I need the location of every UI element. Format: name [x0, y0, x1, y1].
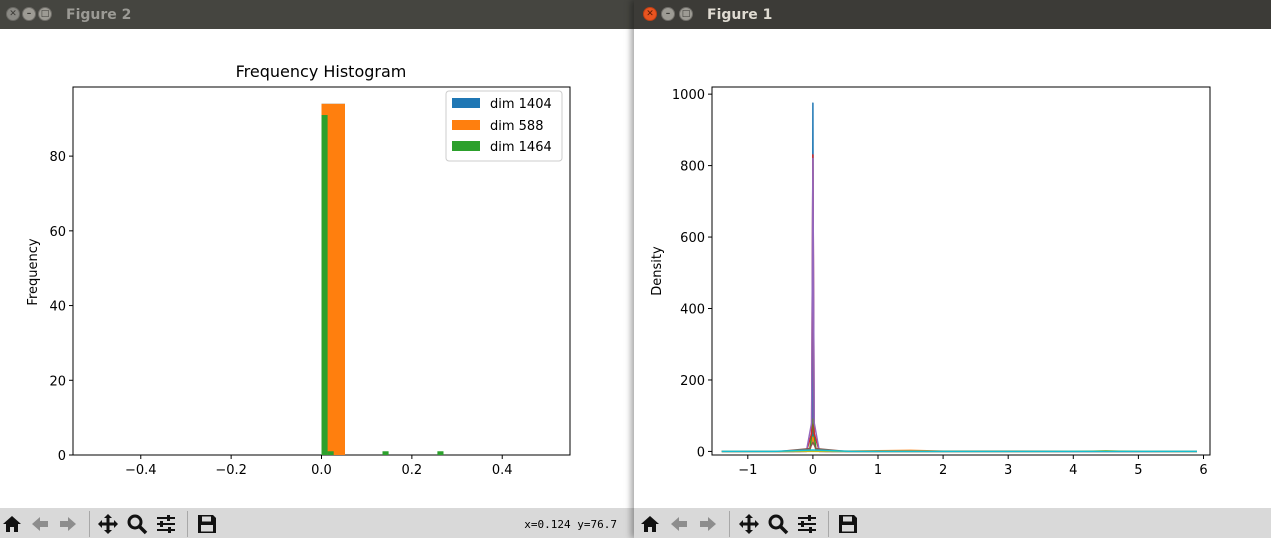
chart-title: Frequency Histogram [236, 62, 407, 81]
y-axis-label: Density [650, 246, 665, 296]
y-tick-label: 400 [680, 303, 705, 318]
back-icon[interactable] [28, 512, 52, 536]
save-icon[interactable] [836, 512, 860, 536]
toolbar-separator [89, 511, 90, 537]
save-icon[interactable] [195, 512, 219, 536]
x-tick-label: −0.2 [215, 463, 247, 478]
histogram-chart[interactable]: −0.4 −0.2 0.0 0.2 0.4 0 20 40 60 80 Frequency His… [0, 29, 634, 508]
x-tick-label: −0.4 [125, 463, 157, 478]
histogram-bar [437, 451, 444, 455]
configure-icon[interactable] [795, 512, 819, 536]
cursor-coordinates: x=0.124 y=76.7 [524, 518, 617, 531]
figure-1-titlebar[interactable]: ✕ – □ Figure 1 [634, 0, 1271, 29]
pan-icon[interactable] [96, 512, 120, 536]
figure-2-window: ✕ – □ Figure 2 −0.4 −0.2 0.0 0.2 0.4 0 20 40 60 8… [0, 0, 634, 538]
maximize-icon[interactable]: □ [38, 7, 52, 21]
y-tick-label: 40 [49, 300, 66, 315]
density-line [721, 449, 1197, 453]
legend-label: dim 1464 [490, 140, 552, 155]
x-tick-label: 0.4 [492, 463, 513, 478]
legend-label: dim 1404 [490, 97, 552, 112]
x-tick-label: 6 [1199, 463, 1207, 478]
back-icon[interactable] [667, 512, 691, 536]
density-chart[interactable]: −1 0 1 2 3 4 5 6 0 200 400 600 800 1000 Density [634, 29, 1271, 508]
x-tick-label: 3 [1004, 463, 1012, 478]
y-tick-label: 0 [697, 445, 705, 460]
y-tick-label: 0 [58, 449, 66, 464]
histogram-bar [327, 451, 334, 455]
x-tick-label: 0 [809, 463, 817, 478]
histogram-bar [321, 115, 328, 456]
home-icon[interactable] [638, 512, 662, 536]
navigation-toolbar: x=0.124 y=76.7 [0, 508, 634, 538]
y-tick-label: 800 [680, 160, 705, 175]
zoom-icon[interactable] [125, 512, 149, 536]
histogram-bar [382, 451, 389, 455]
legend-label: dim 588 [490, 119, 543, 134]
x-tick-label: 2 [939, 463, 947, 478]
minimize-icon[interactable]: – [661, 7, 675, 21]
window-title: Figure 2 [66, 7, 132, 23]
legend: dim 1404 dim 588 dim 1464 [445, 90, 563, 162]
x-tick-label: −1 [738, 463, 757, 478]
toolbar-separator [729, 511, 730, 537]
y-tick-label: 60 [49, 225, 66, 240]
figure-2-titlebar[interactable]: ✕ – □ Figure 2 [0, 0, 634, 29]
y-axis-label: Frequency [26, 238, 41, 305]
figure-1-window: ✕ – □ Figure 1 −1 0 1 2 3 4 5 6 0 200 400 600 800 100… [634, 0, 1271, 538]
x-tick-label: 5 [1134, 463, 1142, 478]
y-tick-label: 20 [49, 374, 66, 389]
zoom-icon[interactable] [766, 512, 790, 536]
y-tick-label: 80 [49, 150, 66, 165]
x-tick-label: 0.2 [402, 463, 423, 478]
pan-icon[interactable] [737, 512, 761, 536]
maximize-icon[interactable]: □ [679, 7, 693, 21]
toolbar-separator [187, 511, 188, 537]
legend-swatch [452, 141, 480, 151]
y-tick-label: 200 [680, 374, 705, 389]
home-icon[interactable] [0, 512, 24, 536]
minimize-icon[interactable]: – [22, 7, 36, 21]
y-tick-label: 1000 [672, 88, 705, 103]
x-tick-label: 0.0 [311, 463, 332, 478]
window-title: Figure 1 [707, 7, 773, 23]
toolbar-separator [828, 511, 829, 537]
x-tick-label: 1 [874, 463, 882, 478]
forward-icon[interactable] [56, 512, 80, 536]
y-tick-label: 600 [680, 231, 705, 246]
configure-icon[interactable] [154, 512, 178, 536]
legend-swatch [452, 98, 480, 108]
plot-area [711, 86, 1211, 456]
close-icon[interactable]: ✕ [643, 7, 657, 21]
x-tick-label: 4 [1069, 463, 1077, 478]
forward-icon[interactable] [696, 512, 720, 536]
legend-swatch [452, 120, 480, 130]
close-icon[interactable]: ✕ [6, 7, 20, 21]
navigation-toolbar [634, 508, 1271, 538]
